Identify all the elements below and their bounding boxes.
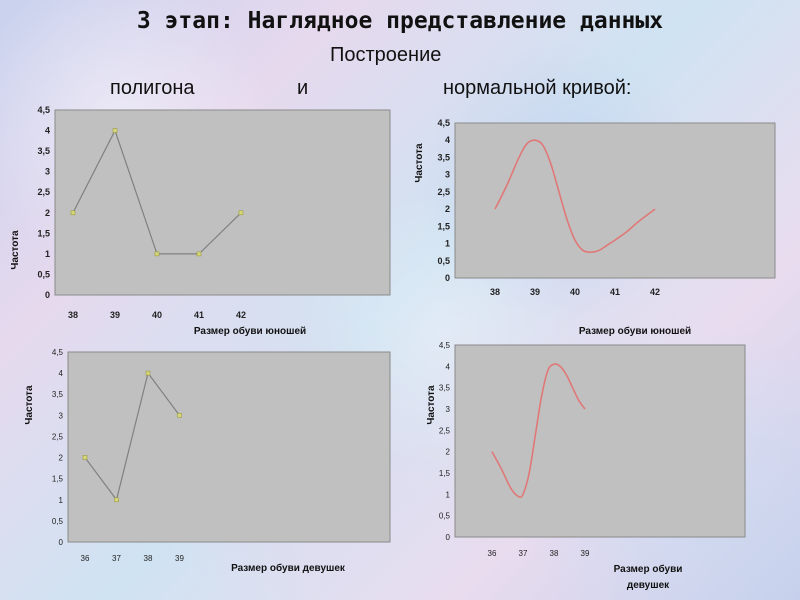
y-tick-label: 0 (45, 290, 50, 300)
x-tick-label: 39 (581, 549, 590, 558)
x-tick-label: 41 (194, 310, 204, 320)
plot-area (454, 344, 746, 538)
data-point (70, 210, 76, 216)
y-tick-label: 4,5 (37, 105, 50, 115)
x-axis-title: Размер обуви юношей (579, 325, 691, 337)
x-tick-label: 40 (570, 287, 580, 297)
x-tick-label: 38 (550, 549, 559, 558)
y-axis-title: Частота (10, 230, 21, 270)
y-tick-label: 0,5 (437, 256, 450, 266)
data-point (145, 370, 151, 376)
data-point (177, 413, 182, 418)
y-tick-label: 3,5 (37, 146, 50, 156)
y-tick-label: 0,5 (52, 517, 64, 526)
y-tick-label: 0,5 (439, 512, 451, 521)
data-point (114, 497, 119, 503)
y-tick-label: 1,5 (439, 469, 451, 478)
subtitle-and: и (297, 77, 309, 99)
series-line (491, 363, 586, 499)
chart-polygon-boys: 0 0,5 1 1,5 2 2,5 3 3,5 4 4,5 38 39 40 41 42 Частота Раз… (10, 105, 391, 337)
x-axis-title: Размер обуви девушек (231, 562, 346, 574)
y-axis-title: Частота (414, 143, 425, 183)
y-tick-label: 2 (446, 448, 451, 457)
x-tick-label: 40 (152, 310, 162, 320)
chart-curve-girls: 0 0,5 1 1,5 2 2,5 3 3,5 4 4,5 36 37 38 39 Частота Разме… (426, 341, 746, 591)
data-point (154, 251, 160, 257)
y-tick-label: 2,5 (439, 426, 451, 435)
x-tick-label: 37 (112, 554, 121, 563)
y-tick-label: 2 (45, 208, 50, 218)
x-tick-label: 36 (488, 549, 497, 558)
y-tick-label: 2 (59, 454, 64, 463)
x-axis-title: Размер обуви (614, 563, 683, 575)
y-tick-label: 2,5 (52, 432, 64, 441)
subtitle-polygon: полигона (110, 77, 195, 99)
y-tick-label: 0 (59, 538, 64, 547)
x-tick-label: 42 (650, 287, 660, 297)
y-tick-label: 1 (446, 490, 451, 499)
y-tick-label: 1,5 (37, 228, 50, 238)
x-tick-label: 39 (110, 310, 120, 320)
x-tick-label: 41 (610, 287, 620, 297)
y-axis-title: Частота (24, 385, 35, 425)
plot-area (454, 122, 776, 279)
y-tick-label: 1 (445, 239, 450, 249)
x-tick-label: 39 (175, 554, 184, 563)
y-tick-label: 4,5 (437, 118, 450, 128)
plot-area (67, 351, 391, 543)
y-tick-label: 1 (45, 249, 50, 259)
y-tick-label: 4 (445, 135, 450, 145)
y-tick-label: 4 (45, 126, 50, 136)
y-tick-label: 2 (445, 204, 450, 214)
y-tick-label: 3 (59, 411, 64, 420)
y-tick-label: 4 (59, 369, 64, 378)
y-tick-label: 4,5 (439, 341, 451, 350)
chart-curve-boys: 0 0,5 1 1,5 2 2,5 3 3,5 4 4,5 38 39 40 41 42 Частота Раз… (414, 118, 776, 337)
y-tick-label: 2,5 (37, 187, 50, 197)
x-axis-title: Размер обуви юношей (194, 325, 306, 337)
subtitle-normal-curve: нормальной кривой: (443, 77, 632, 99)
y-tick-label: 3,5 (439, 384, 451, 393)
y-tick-label: 4,5 (52, 348, 64, 357)
y-tick-label: 3,5 (52, 390, 64, 399)
x-tick-label: 38 (68, 310, 78, 320)
y-axis-title: Частота (426, 385, 437, 425)
x-tick-label: 39 (530, 287, 540, 297)
data-point (82, 455, 88, 460)
y-tick-label: 0 (446, 533, 451, 542)
y-tick-label: 1 (59, 496, 64, 505)
y-tick-label: 0,5 (37, 269, 50, 279)
slide-title: 3 этап: Наглядное представление данных (136, 8, 664, 34)
slide-subtitle: Построение (330, 44, 442, 66)
y-tick-label: 0 (445, 273, 450, 283)
data-point (196, 251, 202, 257)
x-tick-label: 37 (519, 549, 528, 558)
y-tick-label: 3 (445, 170, 450, 180)
plot-area (54, 109, 391, 296)
y-tick-label: 4 (446, 362, 451, 371)
data-point (112, 128, 118, 133)
chart-polygon-girls: 0 0,5 1 1,5 2 2,5 3 3,5 4 4,5 36 37 38 39 Частота Разме… (24, 348, 391, 574)
x-tick-label: 36 (81, 554, 90, 563)
y-tick-label: 3 (45, 167, 50, 177)
y-tick-label: 1,5 (52, 475, 64, 484)
x-axis-title-line2: девушек (627, 580, 670, 591)
x-tick-label: 38 (490, 287, 500, 297)
series-line (494, 139, 656, 253)
x-tick-label: 38 (144, 554, 153, 563)
y-tick-label: 1,5 (437, 221, 450, 231)
y-tick-label: 3 (446, 405, 451, 414)
data-point (238, 210, 244, 216)
x-tick-label: 42 (236, 310, 246, 320)
y-tick-label: 2,5 (437, 187, 450, 197)
y-tick-label: 3,5 (437, 152, 450, 162)
series-line (84, 371, 180, 502)
